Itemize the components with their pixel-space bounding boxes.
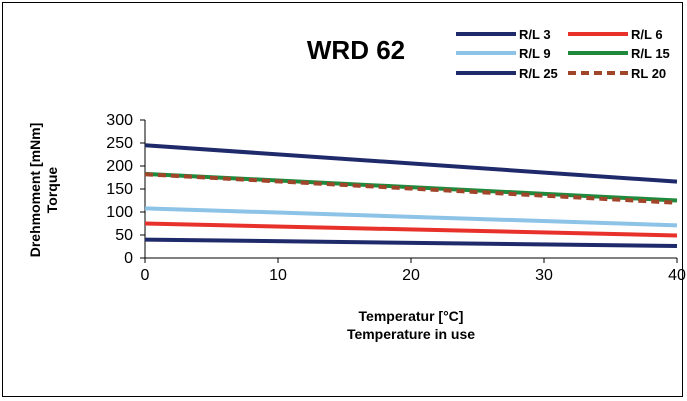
x-ticks: 0 10 20 30 40 (141, 258, 686, 284)
x-tick-label: 10 (269, 267, 287, 284)
x-axis-label: Temperatur [°C] (359, 308, 464, 324)
series-lines (144, 143, 678, 249)
y-tick-label: 250 (106, 135, 133, 152)
series-line-1 (144, 221, 678, 238)
x-tick-label: 30 (535, 267, 553, 284)
y-axis-label-secondary: Torque (44, 167, 60, 214)
y-tick-label: 150 (106, 181, 133, 198)
chart-title: WRD 62 (307, 35, 405, 65)
chart-frame (2, 2, 683, 397)
y-tick-label: 100 (106, 204, 133, 221)
series-line-2 (144, 206, 678, 228)
x-tick-label: 40 (668, 267, 686, 284)
y-axis-label: Drehmoment [mNm] (27, 123, 43, 258)
series-line-4 (144, 143, 678, 184)
legend-label-1: R/L 6 (631, 27, 663, 42)
x-axis-label-secondary: Temperature in use (347, 326, 475, 342)
x-tick-label: 20 (402, 267, 420, 284)
legend-label-5: RL 20 (631, 66, 666, 81)
legend-label-2: R/L 9 (519, 46, 551, 61)
y-tick-label: 50 (115, 227, 133, 244)
y-ticks: 0 50 100 150 200 250 300 (106, 112, 145, 267)
legend-label-0: R/L 3 (519, 27, 551, 42)
series-line-0 (144, 237, 678, 249)
y-tick-label: 200 (106, 158, 133, 175)
x-tick-label: 0 (141, 267, 150, 284)
y-tick-label: 0 (124, 250, 133, 267)
y-tick-label: 300 (106, 112, 133, 129)
series-line-5 (144, 172, 678, 205)
legend: R/L 3 R/L 6 R/L 9 R/L 15 R/L 25 RL 20 (456, 27, 670, 81)
legend-label-3: R/L 15 (631, 46, 670, 61)
legend-label-4: R/L 25 (519, 66, 558, 81)
